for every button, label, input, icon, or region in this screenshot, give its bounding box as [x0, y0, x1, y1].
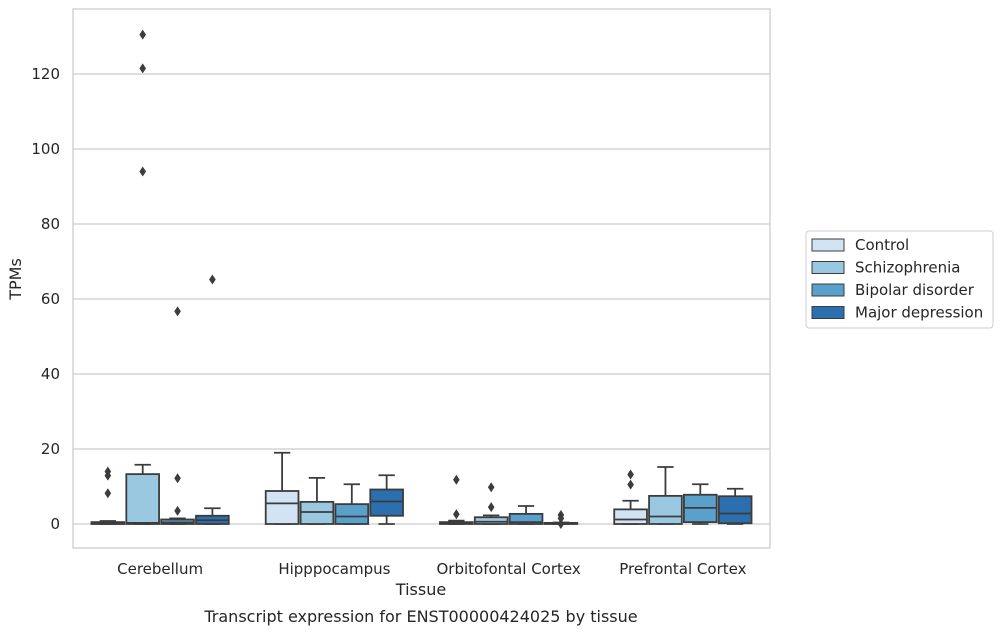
y-tick-label: 60: [41, 290, 60, 308]
box-iqr: [473, 516, 509, 525]
outlier-point: [557, 519, 565, 529]
outlier-point: [104, 466, 112, 477]
box-bipolar-disorder: [683, 483, 718, 525]
box-control: [613, 469, 648, 525]
outlier-point: [453, 474, 460, 485]
box-control: [439, 474, 474, 525]
box-iqr: [648, 494, 683, 525]
box-major-depression: [369, 474, 404, 525]
box-bipolar-disorder: [160, 306, 195, 525]
x-axis-label: Tissue: [395, 580, 446, 599]
outlier-point: [139, 166, 146, 177]
box-major-depression: [717, 487, 753, 525]
outlier-point: [139, 29, 146, 40]
x-tick-label: Hipppocampus: [278, 560, 390, 578]
outlier-point: [174, 505, 181, 516]
outlier-point: [627, 479, 634, 490]
x-tick-label: Orbitofontal Cortex: [437, 560, 581, 578]
box-iqr: [125, 473, 160, 525]
y-tick-label: 100: [31, 140, 60, 158]
outlier-point: [209, 274, 216, 285]
legend-label: Major depression: [855, 304, 983, 322]
box-iqr: [717, 495, 753, 525]
box-control: [90, 466, 126, 525]
legend-label: Control: [855, 236, 909, 254]
box-schizophrenia: [648, 466, 683, 525]
y-tick-label: 40: [41, 365, 60, 383]
x-tick-labels: Cerebellum Hipppocampus Orbitofontal Corte…: [117, 560, 746, 578]
box-schizophrenia: [473, 482, 509, 525]
x-tick-label: Prefrontal Cortex: [619, 560, 746, 578]
legend: Control Schizophrenia Bipolar disorder Majo…: [805, 230, 994, 329]
legend-label: Schizophrenia: [855, 259, 960, 277]
box-major-depression: [543, 510, 579, 529]
outlier-point: [557, 510, 565, 520]
x-tick-label: Cerebellum: [117, 560, 203, 578]
y-tick-labels: 0 20 40 60 80 100 120: [31, 65, 60, 533]
box-iqr: [369, 488, 404, 517]
outlier-point: [139, 63, 146, 74]
y-tick-label: 120: [31, 65, 60, 83]
box-iqr: [264, 490, 300, 525]
outlier-point: [104, 488, 112, 499]
outlier-point: [487, 482, 495, 493]
box-major-depression: [195, 274, 230, 525]
outlier-point: [174, 473, 181, 484]
box-groups: [90, 29, 753, 529]
outlier-point: [174, 306, 181, 317]
legend-swatch: [811, 238, 845, 252]
y-tick-label: 20: [41, 440, 60, 458]
legend-label: Bipolar disorder: [855, 281, 975, 299]
box-iqr: [508, 512, 544, 525]
chart-title: Transcript expression for ENST0000042402…: [203, 607, 637, 626]
legend-swatch: [811, 306, 845, 319]
y-axis-label: TPMs: [6, 258, 25, 301]
plot-frame: [72, 8, 771, 549]
box-schizophrenia: [125, 29, 160, 525]
outlier-point: [487, 502, 495, 513]
legend-frame: [805, 230, 994, 329]
y-tick-label: 80: [41, 215, 60, 233]
y-tick-label: 0: [50, 515, 60, 533]
box-iqr: [334, 503, 370, 525]
box-bipolar-disorder: [508, 505, 544, 525]
box-control: [264, 451, 300, 525]
legend-swatch: [811, 261, 845, 274]
plot-background: [73, 9, 770, 548]
legend-swatch: [811, 283, 845, 297]
box-iqr: [613, 508, 648, 525]
box-iqr: [299, 500, 335, 525]
box-bipolar-disorder: [334, 483, 370, 525]
box-schizophrenia: [299, 476, 335, 525]
outlier-point: [627, 469, 634, 480]
outlier-point: [453, 509, 460, 520]
